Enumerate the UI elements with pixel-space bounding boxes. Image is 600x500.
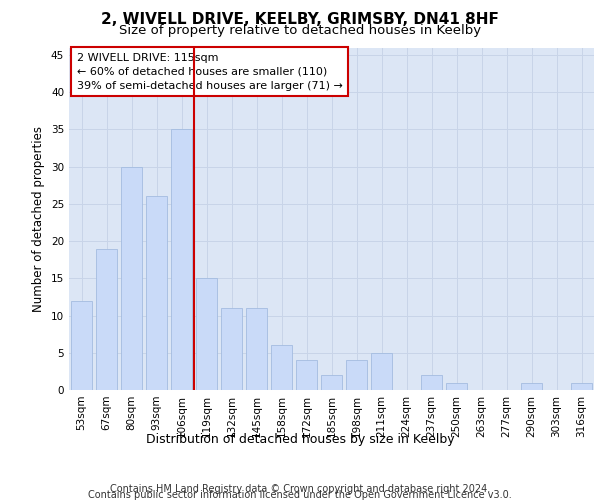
Bar	[571, 382, 592, 390]
Bar	[71, 300, 92, 390]
Text: Contains public sector information licensed under the Open Government Licence v3: Contains public sector information licen…	[88, 490, 512, 500]
Bar	[271, 346, 292, 390]
Bar	[346, 360, 367, 390]
Bar	[371, 353, 392, 390]
Bar	[246, 308, 267, 390]
Bar	[196, 278, 217, 390]
Text: Distribution of detached houses by size in Keelby: Distribution of detached houses by size …	[146, 432, 454, 446]
Y-axis label: Number of detached properties: Number of detached properties	[32, 126, 46, 312]
Bar	[121, 166, 142, 390]
Bar	[446, 382, 467, 390]
Text: 2 WIVELL DRIVE: 115sqm
← 60% of detached houses are smaller (110)
39% of semi-de: 2 WIVELL DRIVE: 115sqm ← 60% of detached…	[77, 52, 343, 90]
Bar	[146, 196, 167, 390]
Bar	[521, 382, 542, 390]
Bar	[171, 130, 192, 390]
Bar	[96, 248, 117, 390]
Bar	[421, 375, 442, 390]
Bar	[296, 360, 317, 390]
Bar	[321, 375, 342, 390]
Bar	[221, 308, 242, 390]
Text: Size of property relative to detached houses in Keelby: Size of property relative to detached ho…	[119, 24, 481, 37]
Text: Contains HM Land Registry data © Crown copyright and database right 2024.: Contains HM Land Registry data © Crown c…	[110, 484, 490, 494]
Text: 2, WIVELL DRIVE, KEELBY, GRIMSBY, DN41 8HF: 2, WIVELL DRIVE, KEELBY, GRIMSBY, DN41 8…	[101, 12, 499, 28]
